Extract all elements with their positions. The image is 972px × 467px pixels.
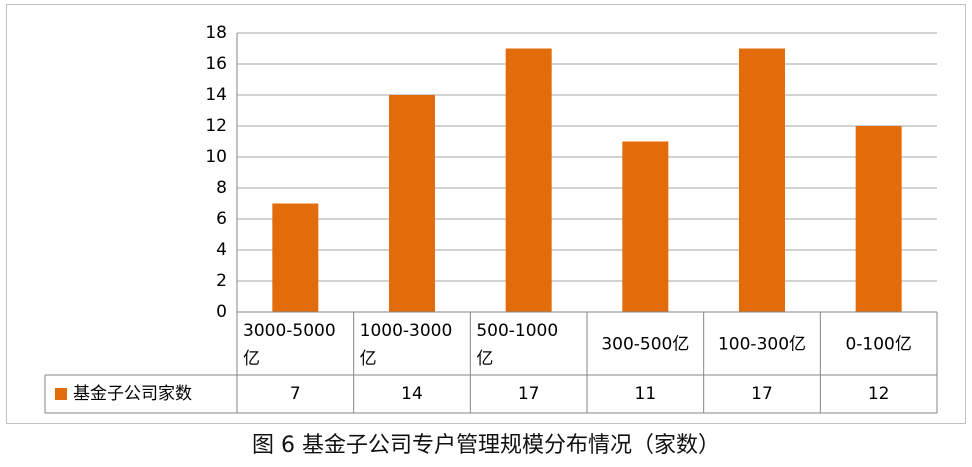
bar	[855, 126, 902, 312]
bar-chart: 0 2 4 6 8 10 12 14 16 18 3000-5000 亿 1000-3000 亿 500-1…	[44, 23, 938, 414]
bar	[272, 203, 319, 312]
y-tick-label: 16	[205, 54, 227, 74]
data-table-value: 11	[635, 384, 657, 404]
y-tick-label: 4	[216, 240, 227, 260]
category-label: 3000-5000	[243, 321, 336, 341]
category-label: 500-1000	[476, 321, 558, 341]
legend-label: 基金子公司家数	[73, 384, 192, 404]
category-label: 1000-3000	[360, 321, 453, 341]
y-tick-label: 0	[216, 302, 227, 322]
category-label: 300-500亿	[601, 335, 689, 355]
y-tick-label: 12	[205, 116, 227, 136]
bar	[739, 48, 785, 312]
data-table-value: 12	[868, 384, 890, 404]
figure-caption: 图 6 基金子公司专户管理规模分布情况（家数）	[252, 433, 720, 458]
category-label: 亿	[360, 349, 377, 369]
category-label: 亿	[476, 349, 493, 369]
y-tick-label: 14	[205, 85, 227, 105]
y-tick-label: 18	[205, 23, 227, 43]
legend-swatch	[55, 388, 67, 400]
category-label: 100-300亿	[718, 335, 806, 355]
category-label: 亿	[243, 349, 260, 369]
data-table-value: 17	[751, 384, 773, 404]
data-table-value: 14	[401, 384, 423, 404]
bar	[505, 48, 552, 312]
y-tick-label: 6	[216, 209, 227, 229]
chart-frame: 0 2 4 6 8 10 12 14 16 18 3000-5000 亿 1000-3000 亿 500-1…	[6, 4, 966, 424]
data-table-value: 17	[518, 384, 540, 404]
y-tick-label: 2	[216, 271, 227, 291]
y-tick-label: 10	[205, 147, 227, 167]
bar	[622, 141, 669, 312]
bar	[389, 95, 435, 312]
y-tick-label: 8	[216, 178, 227, 198]
category-label: 0-100亿	[845, 335, 911, 355]
data-table-value: 7	[290, 384, 301, 404]
